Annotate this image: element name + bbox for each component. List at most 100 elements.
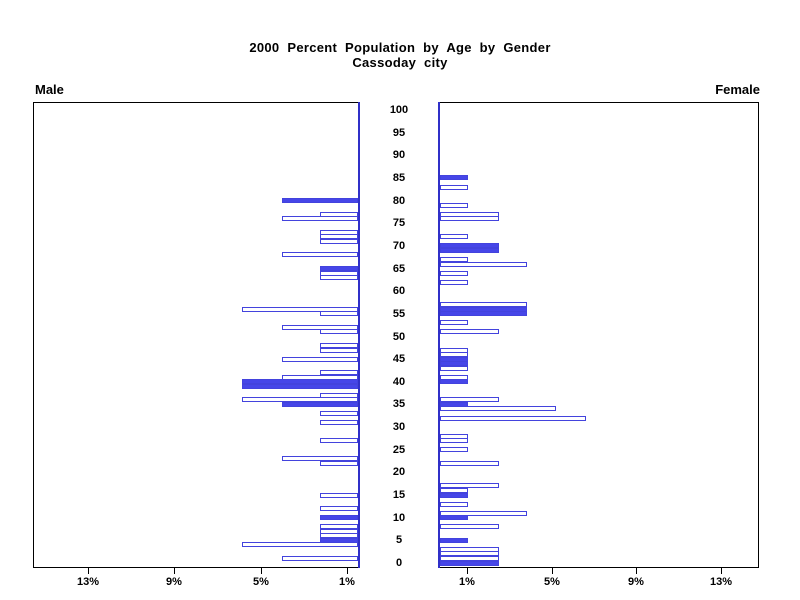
male-bar-age-27 — [320, 438, 358, 443]
female-bar-age-17 — [440, 483, 499, 488]
age-axis-label-55: 55 — [392, 308, 406, 320]
male-bar-age-15 — [320, 493, 358, 498]
female-panel-frame — [438, 102, 759, 568]
male-bar-age-33 — [320, 411, 358, 416]
male-bar-age-76 — [282, 216, 358, 221]
age-axis-label-50: 50 — [392, 331, 406, 343]
female-bar-age-70 — [440, 243, 499, 248]
age-axis-label-40: 40 — [392, 376, 406, 388]
female-bar-age-72 — [440, 234, 468, 239]
female-bar-age-27 — [440, 438, 468, 443]
female-bar-age-83 — [440, 185, 468, 190]
female-pct-tick-1 — [467, 568, 468, 574]
age-axis-label-100: 100 — [389, 104, 409, 116]
age-axis-label-65: 65 — [392, 263, 406, 275]
age-axis-label-15: 15 — [392, 489, 406, 501]
female-bar-age-25 — [440, 447, 468, 452]
age-axis-label-45: 45 — [392, 353, 406, 365]
female-pct-tick-9 — [636, 568, 637, 574]
chart-title: 2000 Percent Population by Age by Gender — [249, 40, 551, 55]
female-bar-age-15 — [440, 493, 468, 498]
female-bar-age-76 — [440, 216, 499, 221]
male-bar-age-22 — [320, 461, 358, 466]
male-bar-age-55 — [320, 311, 358, 316]
female-bar-age-5 — [440, 538, 468, 543]
male-pct-tick-1 — [347, 568, 348, 574]
male-bar-age-71 — [320, 239, 358, 244]
male-panel-label: Male — [35, 82, 64, 97]
male-bar-age-36 — [242, 397, 358, 402]
female-bar-age-22 — [440, 461, 499, 466]
male-bar-age-45 — [282, 357, 358, 362]
male-pct-tick-label-9: 9% — [166, 576, 182, 588]
male-bar-age-80 — [282, 198, 358, 203]
age-axis-label-30: 30 — [392, 421, 406, 433]
age-axis-label-95: 95 — [392, 127, 406, 139]
male-bar-age-10 — [320, 515, 358, 520]
male-bar-age-47 — [320, 348, 358, 353]
male-bar-age-51 — [320, 329, 358, 334]
male-bar-age-65 — [320, 266, 358, 271]
age-axis-label-20: 20 — [392, 466, 406, 478]
chart-subtitle: Cassoday city — [352, 55, 448, 70]
female-bar-age-51 — [440, 329, 499, 334]
age-axis-label-75: 75 — [392, 217, 406, 229]
male-bar-age-39 — [242, 384, 358, 389]
female-pct-tick-label-9: 9% — [628, 576, 644, 588]
female-pct-tick-label-13: 13% — [709, 576, 733, 588]
age-axis-label-35: 35 — [392, 398, 406, 410]
age-axis-label-5: 5 — [395, 534, 403, 546]
female-bar-age-8 — [440, 524, 499, 529]
female-bar-age-36 — [440, 397, 499, 402]
age-axis-label-25: 25 — [392, 444, 406, 456]
female-bar-age-2 — [440, 551, 499, 556]
male-bar-age-63 — [320, 275, 358, 280]
female-bar-age-53 — [440, 320, 468, 325]
male-bar-age-6 — [320, 533, 358, 538]
male-bar-age-12 — [320, 506, 358, 511]
female-bar-age-69 — [440, 248, 499, 253]
female-pct-tick-label-5: 5% — [544, 576, 560, 588]
age-axis-label-60: 60 — [392, 285, 406, 297]
female-bar-age-40 — [440, 379, 468, 384]
female-bar-age-57 — [440, 302, 527, 307]
age-axis-label-80: 80 — [392, 195, 406, 207]
male-bar-age-42 — [320, 370, 358, 375]
male-pct-tick-9 — [174, 568, 175, 574]
male-panel-frame — [33, 102, 359, 568]
female-pct-tick-5 — [552, 568, 553, 574]
female-zero-axis-line — [438, 102, 440, 568]
female-bar-age-0 — [440, 561, 499, 566]
male-pct-tick-label-5: 5% — [253, 576, 269, 588]
male-pct-tick-label-1: 1% — [339, 576, 355, 588]
female-bar-age-16 — [440, 488, 468, 493]
male-zero-axis-line — [358, 102, 360, 568]
female-bar-age-10 — [440, 515, 468, 520]
male-pct-tick-5 — [261, 568, 262, 574]
male-bar-age-40 — [242, 379, 358, 384]
female-pct-tick-label-1: 1% — [459, 576, 475, 588]
male-bar-age-4 — [242, 542, 358, 547]
female-bar-age-44 — [440, 361, 468, 366]
age-axis-label-0: 0 — [395, 557, 403, 569]
female-bar-age-46 — [440, 352, 468, 357]
male-bar-age-48 — [320, 343, 358, 348]
female-bar-age-85 — [440, 175, 468, 180]
female-panel-label: Female — [715, 82, 760, 97]
male-bar-age-8 — [320, 524, 358, 529]
female-bar-age-13 — [440, 502, 468, 507]
age-axis-label-90: 90 — [392, 149, 406, 161]
female-pct-tick-13 — [721, 568, 722, 574]
male-bar-age-23 — [282, 456, 358, 461]
female-bar-age-67 — [440, 257, 468, 262]
male-pct-tick-label-13: 13% — [76, 576, 100, 588]
male-bar-age-1 — [282, 556, 358, 561]
male-bar-age-56 — [242, 307, 358, 312]
female-bar-age-66 — [440, 262, 527, 267]
female-bar-age-64 — [440, 271, 468, 276]
male-bar-age-72 — [320, 234, 358, 239]
female-bar-age-62 — [440, 280, 468, 285]
female-bar-age-32 — [440, 416, 586, 421]
male-bar-age-31 — [320, 420, 358, 425]
